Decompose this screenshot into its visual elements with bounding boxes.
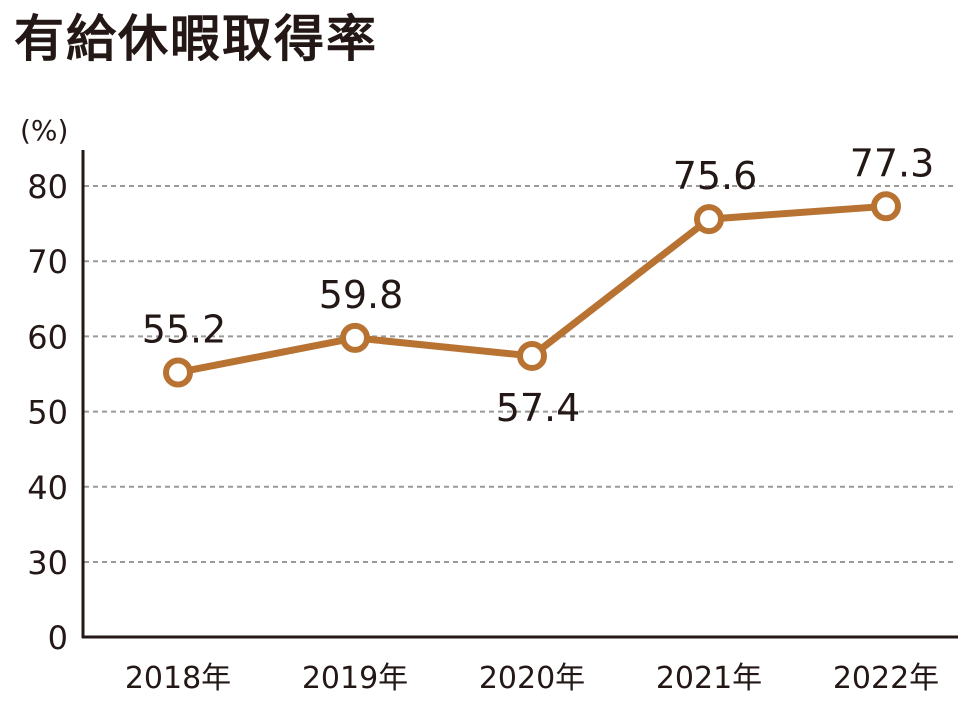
data-point-marker <box>340 322 370 353</box>
data-label: 75.6 <box>673 154 758 198</box>
x-tick-label: 2020年 <box>479 661 585 696</box>
data-point-marker <box>163 357 193 388</box>
x-tick-label: 2022年 <box>833 661 939 696</box>
data-label: 55.2 <box>142 307 227 351</box>
y-tick-label: 70 <box>27 243 68 281</box>
x-tick-labels: 2018年 2019年 2020年 2021年 2022年 <box>125 661 939 696</box>
data-markers <box>163 191 901 388</box>
chart-title: 有給休暇取得率 <box>14 10 378 68</box>
axes <box>81 150 958 639</box>
data-label: 77.3 <box>850 141 935 185</box>
x-tick-label: 2018年 <box>125 661 231 696</box>
data-point-marker <box>871 191 901 222</box>
y-tick-label: 50 <box>27 394 68 432</box>
data-point-marker <box>694 204 724 235</box>
data-point-marker <box>517 340 547 371</box>
y-tick-label: 0 <box>48 619 68 657</box>
data-label: 59.8 <box>319 273 404 317</box>
y-tick-label: 60 <box>27 318 68 356</box>
grid-lines <box>84 185 956 563</box>
x-tick-label: 2019年 <box>302 661 408 696</box>
y-tick-label: 80 <box>27 168 68 206</box>
y-tick-labels: 0 30 40 50 60 70 80 <box>27 168 68 657</box>
y-axis-unit-label: (%) <box>20 114 68 147</box>
x-tick-label: 2021年 <box>656 661 762 696</box>
y-tick-label: 40 <box>27 469 68 507</box>
y-tick-label: 30 <box>27 544 68 582</box>
data-label: 57.4 <box>496 386 581 430</box>
data-labels: 55.2 59.8 57.4 75.6 77.3 <box>142 141 935 430</box>
